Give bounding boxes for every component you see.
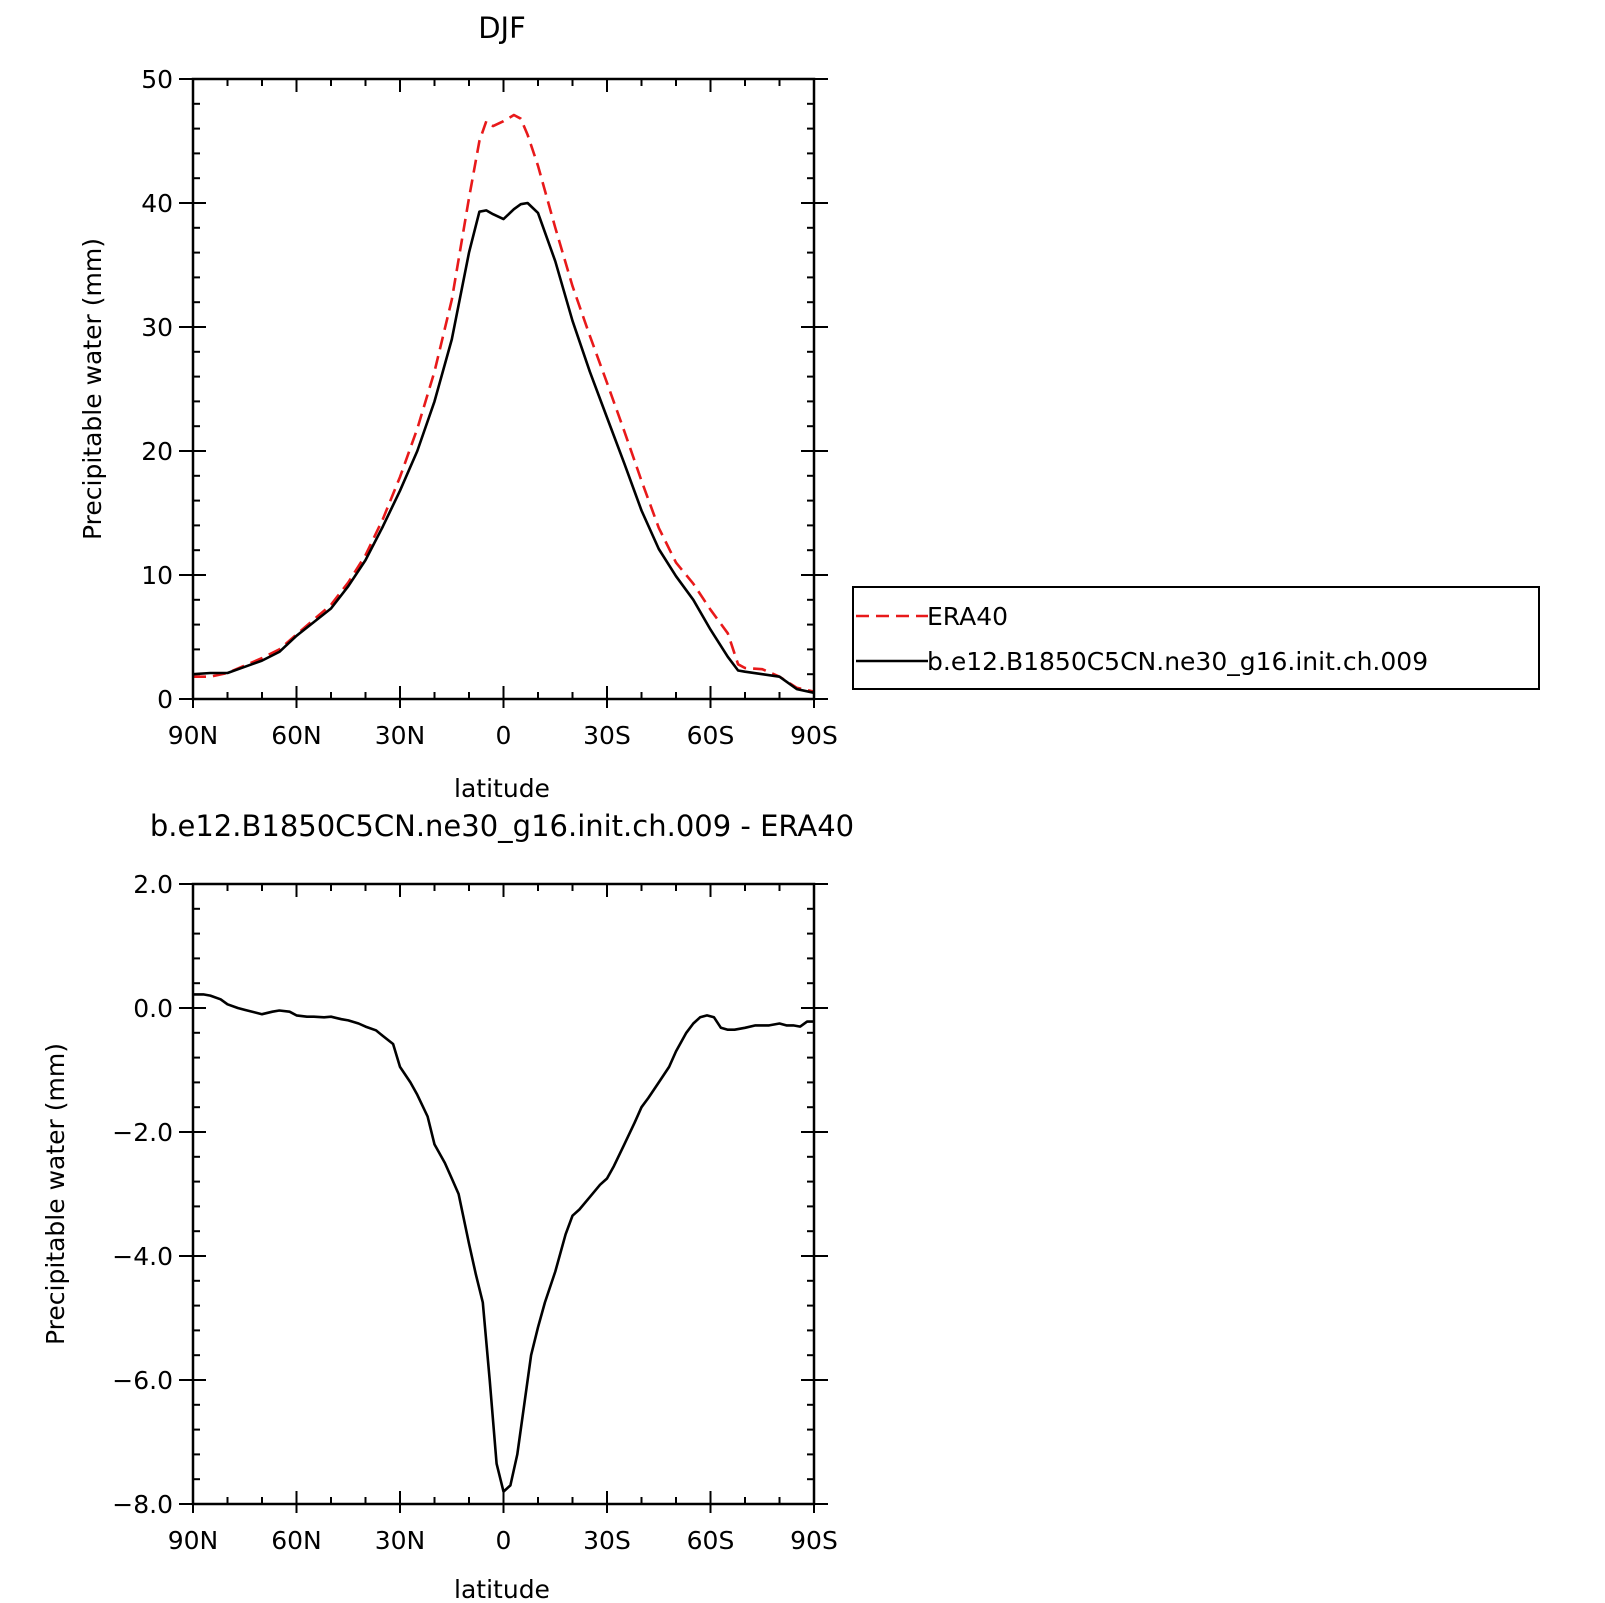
x-tick-label: 60S	[687, 1526, 735, 1555]
y-tick-label: −8.0	[112, 1490, 173, 1519]
bottom-panel: b.e12.B1850C5CN.ne30_g16.init.ch.009 - E…	[41, 809, 854, 1603]
y-tick-label: 0	[157, 685, 173, 714]
x-tick-label: 60S	[687, 721, 735, 750]
x-tick-label: 90S	[790, 721, 838, 750]
top-y-axis-label: Precipitable water (mm)	[78, 238, 107, 540]
y-tick-label: 0.0	[133, 994, 173, 1023]
top-x-axis-label: latitude	[454, 774, 550, 803]
bottom-chart-title: b.e12.B1850C5CN.ne30_g16.init.ch.009 - E…	[150, 809, 854, 843]
x-tick-label: 60N	[271, 1526, 322, 1555]
y-tick-label: 50	[141, 65, 173, 94]
x-tick-label: 90S	[790, 1526, 838, 1555]
legend-label-model: b.e12.B1850C5CN.ne30_g16.init.ch.009	[927, 647, 1428, 676]
legend: ERA40 b.e12.B1850C5CN.ne30_g16.init.ch.0…	[852, 586, 1540, 690]
legend-box	[852, 586, 1540, 690]
x-tick-label: 60N	[271, 721, 322, 750]
bottom-series-line-difference	[193, 993, 814, 1493]
y-tick-label: 10	[141, 561, 173, 590]
bottom-y-axis-label: Precipitable water (mm)	[41, 1043, 70, 1345]
bottom-series-lines	[193, 993, 814, 1493]
y-tick-label: −4.0	[112, 1242, 173, 1271]
x-tick-label: 30N	[375, 721, 426, 750]
y-tick-label: 40	[141, 189, 173, 218]
bottom-x-axis-label: latitude	[454, 1575, 550, 1603]
y-tick-label: −6.0	[112, 1366, 173, 1395]
x-tick-label: 90N	[168, 721, 219, 750]
x-tick-label: 30S	[583, 721, 631, 750]
top-series-line-b	[192, 201, 815, 695]
y-tick-label: 2.0	[133, 870, 173, 899]
top-panel: DJF 90N 60N 30N 0 30S 60S 90S 0 10 20 30 40 50 latit…	[78, 11, 838, 803]
top-series-line-era40	[193, 113, 815, 693]
bottom-axis-ticks: 90N 60N 30N 0 30S 60S 90S 2.0 0.0 −2.0 −4.0 −6.0 −8.…	[112, 870, 838, 1555]
top-plot-frame	[191, 77, 816, 701]
x-tick-label: 0	[496, 721, 512, 750]
top-chart-title: DJF	[478, 11, 526, 45]
top-axis-ticks: 90N 60N 30N 0 30S 60S 90S 0 10 20 30 40 50	[141, 65, 838, 750]
y-tick-label: −2.0	[112, 1118, 173, 1147]
x-tick-label: 0	[496, 1526, 512, 1555]
y-tick-label: 30	[141, 313, 173, 342]
x-tick-label: 30N	[375, 1526, 426, 1555]
y-tick-label: 20	[141, 437, 173, 466]
x-tick-label: 30S	[583, 1526, 631, 1555]
legend-label-era40: ERA40	[927, 602, 1008, 631]
x-tick-label: 90N	[168, 1526, 219, 1555]
top-series-lines	[192, 113, 815, 695]
bottom-plot-frame	[191, 882, 816, 1506]
